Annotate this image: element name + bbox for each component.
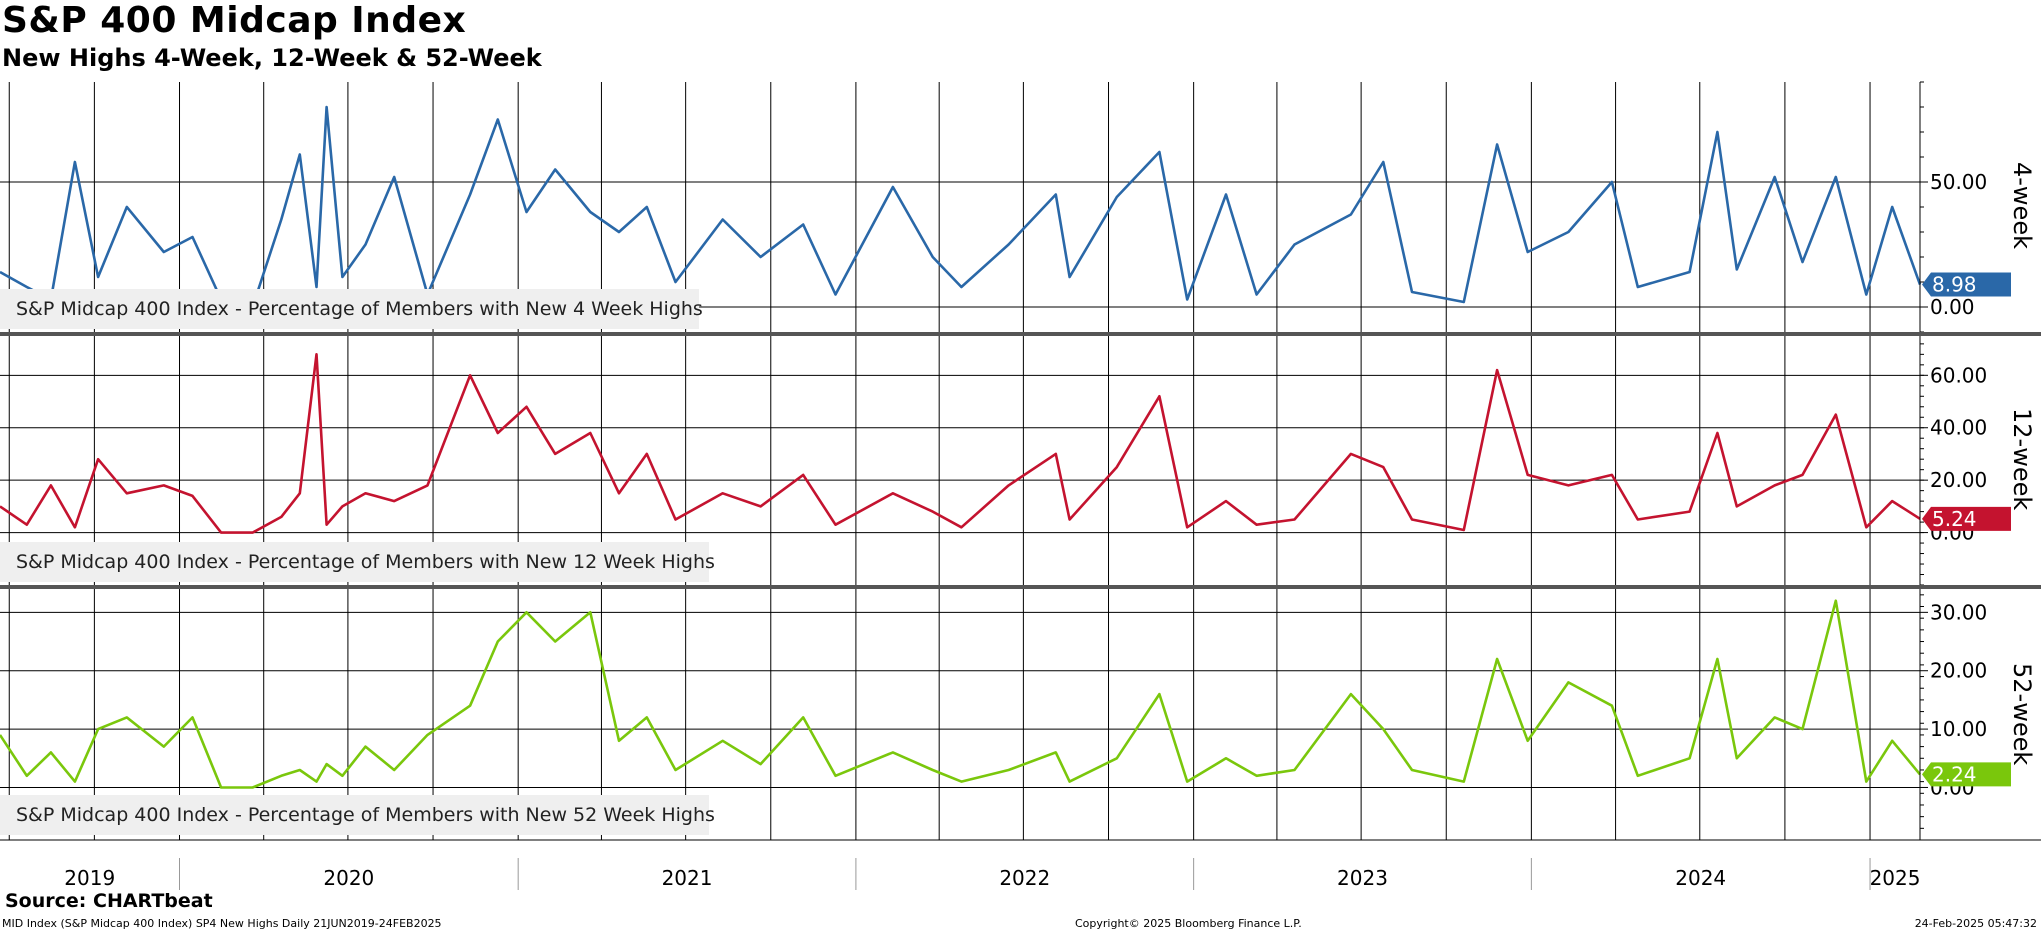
- legend-4-week: S&P Midcap 400 Index - Percentage of Mem…: [0, 289, 703, 329]
- axis-title-4-week: 4-week: [2008, 162, 2036, 249]
- panel-separator-1: [0, 332, 2041, 336]
- y-tick-label-4-week-0: 0.00: [1930, 295, 1975, 319]
- source-note: Source: CHARTbeat: [5, 890, 213, 912]
- y-tick-label-52-week-2: 20.00: [1930, 659, 1987, 683]
- y-tick-label-4-week-1: 50.00: [1930, 170, 1987, 194]
- y-tick-label-52-week-3: 30.00: [1930, 600, 1987, 624]
- legend-label-12-week: S&P Midcap 400 Index - Percentage of Mem…: [16, 551, 715, 573]
- y-tick-label-12-week-1: 20.00: [1930, 468, 1987, 492]
- legend-52-week: S&P Midcap 400 Index - Percentage of Mem…: [0, 795, 715, 835]
- legend-12-week: S&P Midcap 400 Index - Percentage of Mem…: [0, 542, 715, 582]
- y-tick-label-52-week-1: 10.00: [1930, 717, 1987, 741]
- legend-label-4-week: S&P Midcap 400 Index - Percentage of Mem…: [16, 298, 703, 320]
- axis-title-52-week: 52-week: [2008, 663, 2036, 766]
- y-tick-label-12-week-3: 60.00: [1930, 363, 1987, 387]
- last-value-marker-12-week: [1922, 506, 2011, 531]
- x-tick-label-2019: 2019: [64, 866, 115, 890]
- footer-ticker-info: MID Index (S&P Midcap 400 Index) SP4 New…: [2, 917, 442, 930]
- x-tick-label-2020: 2020: [323, 866, 374, 890]
- x-tick-label-2023: 2023: [1337, 866, 1388, 890]
- x-tick-label-2024: 2024: [1675, 866, 1726, 890]
- last-value-label-12-week: 5.24: [1932, 507, 1977, 531]
- legend-label-52-week: S&P Midcap 400 Index - Percentage of Mem…: [16, 804, 715, 826]
- chart-subtitle: New Highs 4-Week, 12-Week & 52-Week: [2, 44, 542, 72]
- axis-title-12-week: 12-week: [2008, 408, 2036, 511]
- x-tick-label-2021: 2021: [662, 866, 713, 890]
- last-value-label-52-week: 2.24: [1932, 762, 1977, 786]
- series-line-52-week: [0, 599, 1922, 789]
- last-value-label-4-week: 8.98: [1932, 273, 1977, 297]
- x-tick-label-2022: 2022: [999, 866, 1050, 890]
- chart-title: S&P 400 Midcap Index: [2, 0, 467, 41]
- series-line-12-week: [0, 353, 1921, 534]
- panel-separator-2: [0, 585, 2041, 589]
- x-tick-label-2025: 2025: [1870, 866, 1921, 890]
- last-value-marker-52-week: [1922, 762, 2011, 787]
- footer-copyright: Copyright© 2025 Bloomberg Finance L.P.: [1075, 917, 1302, 930]
- last-value-marker-4-week: [1922, 272, 2011, 297]
- y-tick-label-12-week-2: 40.00: [1930, 416, 1987, 440]
- footer-timestamp: 24-Feb-2025 05:47:32: [1914, 917, 2037, 930]
- series-line-4-week: [0, 105, 1922, 309]
